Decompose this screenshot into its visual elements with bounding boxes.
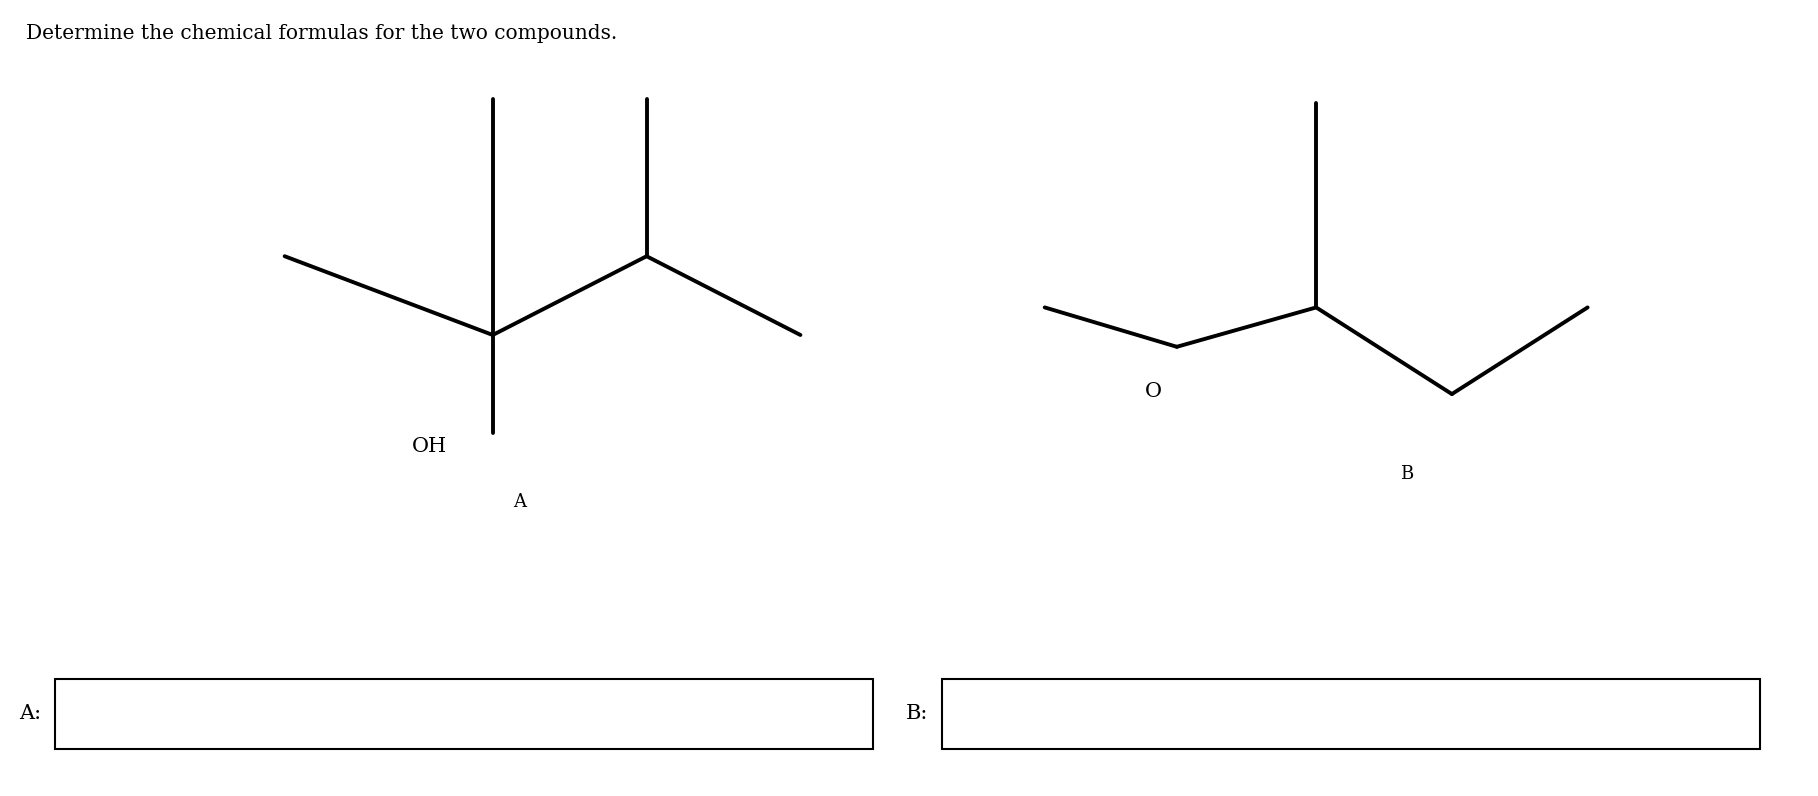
FancyBboxPatch shape (942, 679, 1760, 748)
Text: OH: OH (413, 437, 447, 456)
Text: B: B (1400, 465, 1413, 483)
FancyBboxPatch shape (55, 679, 873, 748)
Text: A:: A: (18, 704, 40, 724)
Text: A: A (513, 493, 527, 510)
Text: O: O (1145, 382, 1162, 401)
Text: Determine the chemical formulas for the two compounds.: Determine the chemical formulas for the … (25, 24, 616, 43)
Text: B:: B: (905, 704, 927, 724)
